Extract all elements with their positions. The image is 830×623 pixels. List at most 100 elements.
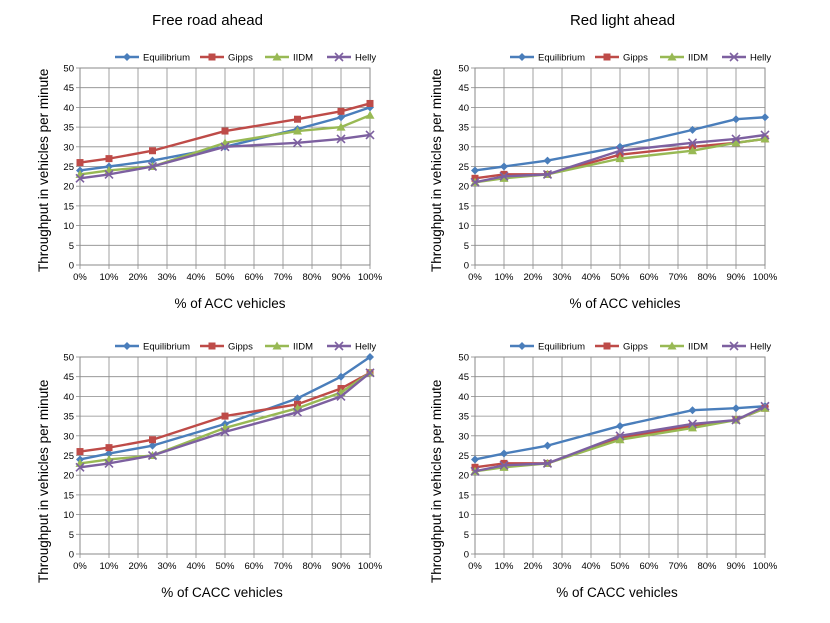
data-point-equilibrium [337, 372, 345, 381]
legend-marker-helly [334, 52, 344, 62]
x-tick-label: 30% [552, 561, 572, 572]
y-tick-label: 10 [63, 510, 74, 521]
y-tick-label: 15 [458, 201, 469, 212]
data-point-helly [75, 173, 85, 183]
chart-panel-free-road-acc: Free road ahead Throughput in vehicles p… [0, 0, 415, 311]
data-point-equilibrium [148, 441, 157, 450]
x-tick-label: 60% [639, 272, 659, 283]
data-point-equilibrium [732, 404, 740, 413]
x-tick-label: 90% [331, 561, 351, 572]
legend-label: Gipps [623, 342, 648, 353]
x-tick-label: 30% [552, 272, 572, 283]
legend-marker-helly [729, 52, 739, 62]
y-tick-label: 45 [63, 372, 74, 383]
legend-label: Helly [750, 342, 771, 353]
data-point-helly [542, 458, 553, 468]
data-point-helly [336, 134, 346, 144]
y-tick-label: 20 [63, 471, 74, 482]
y-tick-label: 25 [458, 451, 469, 462]
data-point-helly [731, 415, 741, 425]
data-point-equilibrium [543, 156, 552, 165]
data-point-equilibrium [471, 166, 479, 175]
legend-label: IIDM [688, 53, 708, 64]
legend-marker-gipps [208, 342, 216, 350]
chart-panel-red-light-acc: Red light ahead Throughput in vehicles p… [415, 0, 830, 311]
data-point-helly [365, 130, 375, 140]
data-point-equilibrium [732, 115, 740, 124]
legend-label: Gipps [228, 342, 253, 353]
x-tick-label: 40% [186, 272, 206, 283]
x-axis-label: % of CACC vehicles [161, 585, 283, 600]
y-tick-label: 45 [458, 83, 469, 94]
x-tick-label: 80% [302, 272, 322, 283]
y-tick-label: 40 [63, 392, 74, 403]
x-tick-label: 20% [523, 561, 543, 572]
x-tick-label: 10% [494, 561, 514, 572]
x-tick-label: 60% [244, 561, 264, 572]
x-tick-label: 50% [610, 561, 630, 572]
y-tick-label: 10 [458, 510, 469, 521]
chart-panel-free-road-cacc: Throughput in vehicles per minute % of C… [0, 311, 415, 622]
y-tick-label: 0 [464, 550, 469, 561]
data-point-iidm [615, 435, 625, 444]
x-tick-label: 30% [157, 561, 177, 572]
data-point-helly [292, 138, 303, 148]
legend-marker-equilibrium [518, 53, 526, 61]
x-tick-label: 70% [273, 561, 293, 572]
y-tick-label: 35 [63, 412, 74, 423]
chart-plot: 0 5 10 15 20 25 30 35 40 45 50 0% 10% 20% 30% 40% 50% 60%… [458, 341, 778, 572]
y-tick-label: 15 [458, 490, 469, 501]
legend-label: Helly [355, 342, 376, 353]
y-tick-label: 5 [464, 241, 469, 252]
data-point-helly [104, 458, 114, 468]
x-tick-label: 20% [523, 272, 543, 283]
data-point-gipps [105, 155, 113, 163]
data-point-helly [760, 130, 770, 140]
data-point-equilibrium [471, 455, 479, 464]
y-tick-label: 50 [63, 353, 74, 364]
x-tick-label: 60% [639, 561, 659, 572]
data-point-helly [220, 142, 230, 152]
data-point-equilibrium [366, 353, 374, 361]
data-point-helly [542, 169, 553, 179]
x-tick-label: 40% [581, 561, 601, 572]
chart-title: Free road ahead [152, 12, 263, 29]
data-point-helly [365, 368, 375, 378]
x-tick-label: 0% [73, 561, 87, 572]
data-point-gipps [366, 99, 374, 107]
data-point-equilibrium [688, 406, 697, 415]
legend-label: Helly [750, 53, 771, 64]
y-tick-label: 40 [458, 103, 469, 114]
legend-marker-helly [729, 341, 739, 351]
data-point-equilibrium [293, 394, 302, 403]
x-tick-label: 100% [753, 272, 778, 283]
x-tick-label: 50% [610, 272, 630, 283]
y-tick-label: 45 [63, 83, 74, 94]
y-tick-label: 50 [458, 353, 469, 364]
legend-label: IIDM [293, 53, 313, 64]
legend-marker-iidm [667, 52, 677, 61]
legend-marker-gipps [603, 53, 611, 61]
y-tick-label: 30 [63, 431, 74, 442]
legend-marker-helly [334, 341, 344, 351]
data-point-iidm [760, 403, 770, 412]
y-tick-label: 20 [458, 182, 469, 193]
x-tick-label: 90% [726, 272, 746, 283]
chart-plot: 0 5 10 15 20 25 30 35 40 45 50 0% 10% 20% 30% 40% 50% 60%… [63, 341, 383, 572]
data-point-iidm [293, 126, 302, 135]
data-point-equilibrium [616, 421, 624, 430]
x-tick-label: 90% [726, 561, 746, 572]
x-tick-label: 20% [128, 561, 148, 572]
x-tick-label: 20% [128, 272, 148, 283]
chart-plot: 0 5 10 15 20 25 30 35 40 45 50 0% 10% 20% 30% 40% 50% 60%… [458, 52, 778, 283]
legend-label: IIDM [688, 342, 708, 353]
data-point-equilibrium [688, 125, 697, 134]
x-tick-label: 100% [358, 561, 383, 572]
data-point-equilibrium [337, 113, 345, 122]
legend-marker-iidm [272, 52, 282, 61]
y-tick-label: 35 [458, 412, 469, 423]
data-point-helly [147, 161, 158, 172]
data-point-iidm [731, 138, 741, 147]
x-tick-label: 10% [494, 272, 514, 283]
y-tick-label: 30 [63, 142, 74, 153]
